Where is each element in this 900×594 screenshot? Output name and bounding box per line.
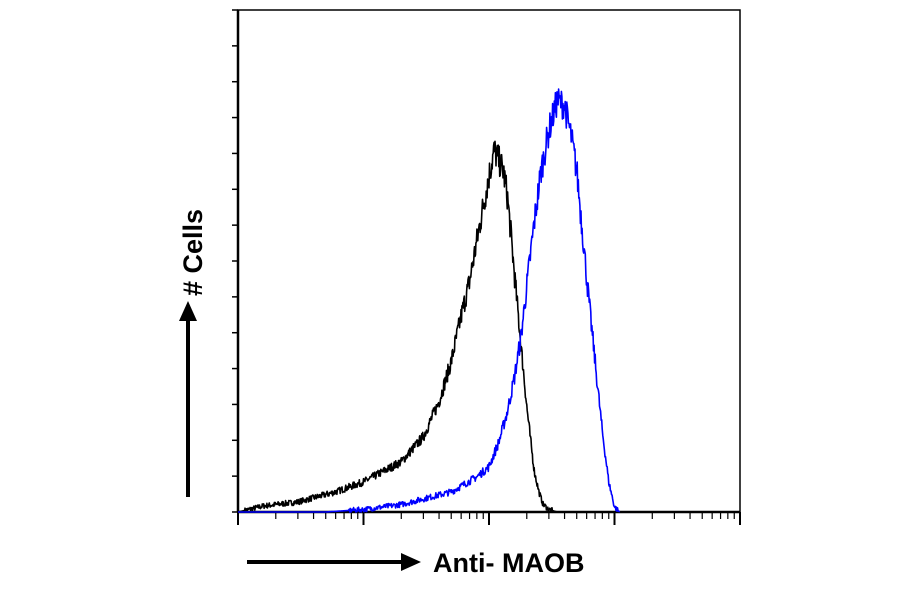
y-axis-arrow <box>179 301 197 497</box>
y-axis-ticks <box>232 9 238 513</box>
plot-frame <box>236 9 741 514</box>
x-axis-arrow <box>247 553 421 571</box>
x-axis-label: Anti- MAOB <box>433 548 584 578</box>
maob-histogram-line <box>237 88 621 513</box>
plot-border <box>237 9 741 513</box>
y-axis-label: # Cells <box>178 209 208 296</box>
series-group <box>237 88 621 513</box>
control-histogram-line <box>237 140 565 513</box>
x-axis-ticks <box>237 512 741 525</box>
